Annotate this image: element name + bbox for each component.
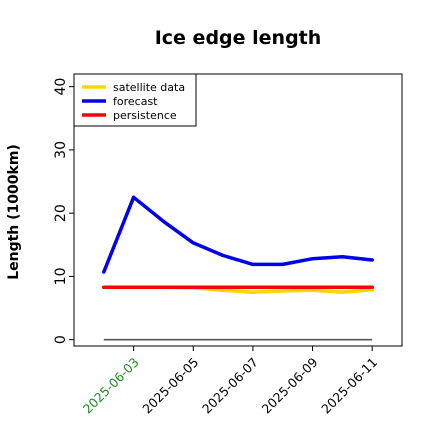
chart-title: Ice edge length: [155, 27, 322, 49]
x-tick-label: 2025-06-07: [199, 355, 261, 417]
x-tick-label: 2025-06-09: [259, 354, 321, 416]
series-line-forecast: [102, 195, 374, 274]
y-tick-label: 20: [53, 204, 69, 222]
legend-label: satellite data: [113, 81, 185, 94]
x-tick-label: 2025-06-03: [80, 355, 142, 417]
y-tick-label: 40: [53, 78, 69, 96]
y-axis: 0 10 20 30 40: [53, 78, 74, 344]
plot-frame: [73, 73, 403, 347]
x-tick-label: 2025-06-11: [318, 355, 380, 417]
y-tick-label: 0: [53, 335, 69, 344]
y-tick-label: 10: [53, 268, 69, 286]
legend-label: persistence: [113, 109, 177, 122]
x-tick-label: 2025-06-05: [139, 355, 201, 417]
series-layer: [102, 195, 374, 294]
y-axis-label: Length (1000km): [6, 144, 22, 280]
x-axis: 2025-06-032025-06-052025-06-072025-06-09…: [80, 346, 380, 417]
y-tick-label: 30: [53, 141, 69, 159]
legend-label: forecast: [113, 95, 158, 108]
